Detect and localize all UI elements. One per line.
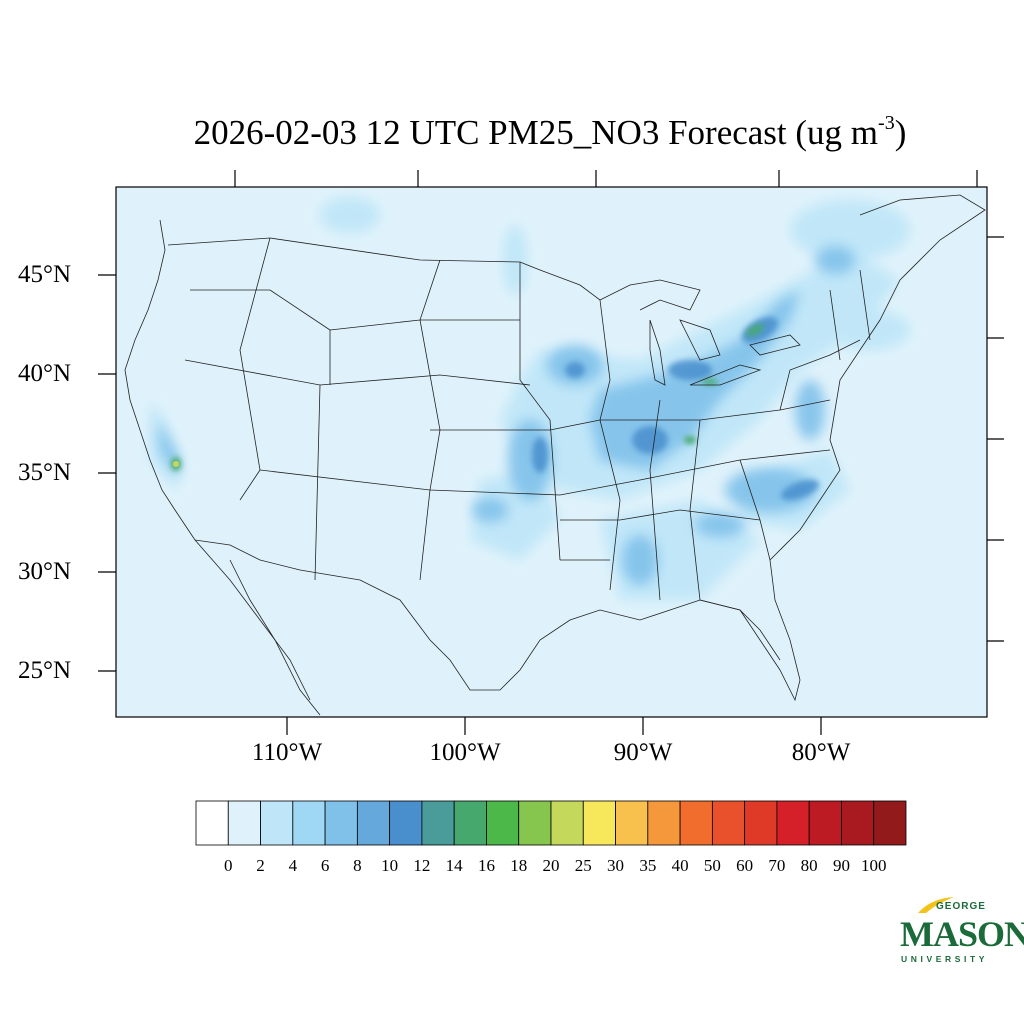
lon-label-100: 100°W	[429, 739, 501, 766]
right-ticks	[987, 236, 1004, 642]
lat-label-40: 40°N	[18, 360, 72, 387]
colorbar-swatch	[421, 800, 455, 846]
colorbar-tick-label: 25	[574, 856, 592, 875]
colorbar-swatch	[324, 800, 358, 846]
lat-label-35: 35°N	[18, 459, 72, 486]
colorbar	[195, 800, 907, 846]
colorbar-tick-label: 60	[736, 856, 754, 875]
lat-label-45: 45°N	[18, 261, 72, 288]
colorbar-swatch	[808, 800, 842, 846]
colorbar-tick-label: 10	[381, 856, 399, 875]
map-frame	[115, 186, 988, 718]
colorbar-swatch	[292, 800, 326, 846]
lon-label-90: 90°W	[613, 739, 673, 766]
concentration-plumes-dark	[532, 316, 819, 501]
lon-label-110: 110°W	[251, 739, 323, 766]
top-ticks	[234, 170, 978, 187]
colorbar-tick-label: 50	[703, 856, 721, 875]
colorbar-swatch	[227, 800, 261, 846]
colorbar-tick-label: 40	[671, 856, 689, 875]
colorbar-swatch	[873, 800, 907, 846]
colorbar-tick-label: 70	[768, 856, 786, 875]
colorbar-tick-label: 2	[256, 856, 265, 875]
colorbar-swatch	[647, 800, 681, 846]
colorbar-tick-label: 100	[860, 856, 887, 875]
colorbar-tick-label: 4	[288, 856, 298, 875]
colorbar-tick-label: 14	[445, 856, 463, 875]
colorbar-swatch	[195, 800, 229, 846]
colorbar-swatch	[744, 800, 778, 846]
colorbar-swatch	[550, 800, 584, 846]
gmu-logo: GEORGE MASON UNIVERSITY	[898, 896, 1024, 968]
colorbar-tick-label: 90	[832, 856, 850, 875]
colorbar-tick-label: 12	[413, 856, 431, 875]
boundary-lines	[124, 194, 986, 716]
colorbar-swatch	[453, 800, 487, 846]
map-title: 2026-02-03 12 UTC PM25_NO3 Forecast (ug …	[193, 112, 907, 152]
colorbar-tick-label: 35	[639, 856, 657, 875]
colorbar-tick-label: 16	[477, 856, 495, 875]
lat-label-25: 25°N	[18, 657, 72, 684]
colorbar-swatch	[776, 800, 810, 846]
colorbar-tick-label: 8	[353, 856, 362, 875]
logo-swoosh-icon	[918, 897, 954, 913]
colorbar-swatch	[486, 800, 520, 846]
colorbar-swatch	[582, 800, 616, 846]
colorbar-tick-label: 18	[510, 856, 528, 875]
colorbar-tick-label: 20	[542, 856, 560, 875]
colorbar-swatch	[841, 800, 875, 846]
colorbar-swatch	[389, 800, 423, 846]
colorbar-swatch	[518, 800, 552, 846]
peak-hotspot	[173, 461, 179, 467]
lon-label-80: 80°W	[791, 739, 851, 766]
colorbar-tick-label: 30	[607, 856, 625, 875]
colorbar-tick-label: 6	[320, 856, 330, 875]
lat-label-30: 30°N	[18, 558, 72, 585]
colorbar-tick-label: 0	[224, 856, 233, 875]
left-ticks	[98, 274, 116, 672]
colorbar-swatch	[615, 800, 649, 846]
colorbar-swatch	[260, 800, 294, 846]
bottom-ticks	[286, 717, 822, 735]
colorbar-swatch	[356, 800, 391, 846]
colorbar-swatch	[711, 800, 746, 846]
colorbar-swatch	[679, 800, 713, 846]
colorbar-tick-label: 80	[800, 856, 818, 875]
